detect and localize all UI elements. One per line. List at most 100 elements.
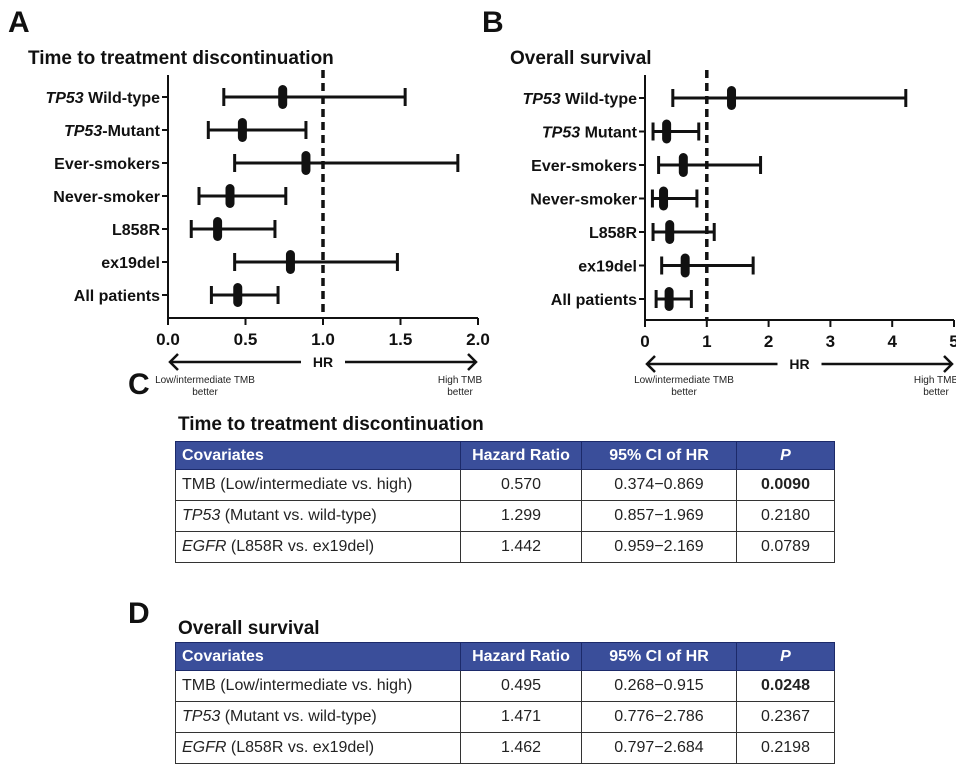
chart-title: Overall survival <box>510 48 652 69</box>
hr-point <box>662 119 672 144</box>
x-tick-label: 2 <box>764 332 773 351</box>
ci-cell: 0.959−2.169 <box>581 531 737 563</box>
header-p: P <box>736 441 835 470</box>
p-value-cell: 0.2367 <box>736 701 835 733</box>
left-note: Low/intermediate TMB <box>634 375 734 386</box>
hr-point <box>233 283 243 307</box>
hazard-ratio-cell: 0.570 <box>460 469 582 501</box>
p-value-cell: 0.2180 <box>736 500 835 532</box>
table-row: EGFR (L858R vs. ex19del) 1.462 0.797−2.684… <box>175 732 835 764</box>
category-label: L858R <box>112 222 160 239</box>
forest-plot-a: Time to treatment discontinuation 0.0 0.5 1… <box>28 48 490 398</box>
hr-point <box>278 85 288 109</box>
panel-label-b: B <box>482 6 504 39</box>
x-axis-label: HR <box>789 356 809 372</box>
left-note: Low/intermediate TMB <box>155 375 255 386</box>
category-label: Ever-smokers <box>531 158 637 175</box>
category-label: Ever-smokers <box>54 156 160 173</box>
left-note: better <box>671 387 697 398</box>
category-label: All patients <box>551 292 637 309</box>
covariate-cell: TMB (Low/intermediate vs. high) <box>175 469 461 501</box>
hr-point <box>213 217 223 241</box>
ci-cell: 0.776−2.786 <box>581 701 737 733</box>
p-value-cell: 0.0090 <box>736 469 835 501</box>
hr-point <box>237 118 247 142</box>
table-header-row: Covariates Hazard Ratio 95% CI of HR P <box>175 642 835 671</box>
table-row: TP53 (Mutant vs. wild-type) 1.299 0.857−1.… <box>175 500 835 532</box>
chart-title: Time to treatment discontinuation <box>28 48 334 69</box>
header-ci: 95% CI of HR <box>581 441 737 470</box>
category-label: Never-smoker <box>53 189 160 206</box>
hazard-ratio-cell: 0.495 <box>460 670 582 702</box>
hazard-ratio-cell: 1.299 <box>460 500 582 532</box>
hr-point <box>225 184 235 208</box>
table-c: Covariates Hazard Ratio 95% CI of HR P T… <box>175 441 835 563</box>
x-tick-label: 1 <box>702 332 711 351</box>
header-hazard-ratio: Hazard Ratio <box>460 642 582 671</box>
right-note: High TMB <box>438 375 483 386</box>
ci-cell: 0.268−0.915 <box>581 670 737 702</box>
forest-plots: Time to treatment discontinuation 0.0 0.5 1… <box>28 48 956 398</box>
covariate-cell: EGFR (L858R vs. ex19del) <box>175 531 461 563</box>
arrowhead-right <box>467 353 478 371</box>
hr-point <box>659 186 669 211</box>
p-value-cell: 0.0248 <box>736 670 835 702</box>
x-tick-label: 0.0 <box>156 330 180 349</box>
header-hazard-ratio: Hazard Ratio <box>460 441 582 470</box>
category-label: TP53 Wild-type <box>45 90 160 107</box>
category-label: L858R <box>589 225 637 242</box>
table-row: TMB (Low/intermediate vs. high) 0.495 0.26… <box>175 670 835 702</box>
hazard-ratio-cell: 1.462 <box>460 732 582 764</box>
x-tick-label: 3 <box>826 332 835 351</box>
ci-cell: 0.374−0.869 <box>581 469 737 501</box>
arrowhead-right <box>943 355 954 373</box>
x-tick-label: 2.0 <box>466 330 490 349</box>
table-row: TP53 (Mutant vs. wild-type) 1.471 0.776−2.… <box>175 701 835 733</box>
header-covariates: Covariates <box>175 642 461 671</box>
table-row: TMB (Low/intermediate vs. high) 0.570 0.37… <box>175 469 835 501</box>
header-covariates: Covariates <box>175 441 461 470</box>
hr-point <box>285 250 295 274</box>
x-tick-label: 4 <box>887 332 897 351</box>
ci-cell: 0.797−2.684 <box>581 732 737 764</box>
table-c-title: Time to treatment discontinuation <box>178 414 484 435</box>
table-header-row: Covariates Hazard Ratio 95% CI of HR P <box>175 441 835 470</box>
p-value-cell: 0.0789 <box>736 531 835 563</box>
table-row: EGFR (L858R vs. ex19del) 1.442 0.959−2.169… <box>175 531 835 563</box>
hazard-ratio-cell: 1.442 <box>460 531 582 563</box>
hr-point <box>665 220 675 244</box>
table-d: Covariates Hazard Ratio 95% CI of HR P T… <box>175 642 835 764</box>
hr-point <box>727 86 737 110</box>
panel-label-a: A <box>8 6 30 39</box>
header-p: P <box>736 642 835 671</box>
hr-point <box>678 153 688 177</box>
x-tick-label: 1.5 <box>389 330 413 349</box>
table-d-title: Overall survival <box>178 618 320 639</box>
category-label: TP53-Mutant <box>64 123 161 140</box>
x-tick-label: 0 <box>640 332 649 351</box>
category-label: All patients <box>74 288 160 305</box>
hr-point <box>664 287 674 311</box>
hazard-ratio-cell: 1.471 <box>460 701 582 733</box>
right-note: better <box>923 387 949 398</box>
category-label: ex19del <box>101 255 160 272</box>
arrowhead-left <box>168 353 179 371</box>
hr-point <box>301 151 311 175</box>
category-label: TP53 Mutant <box>542 125 638 142</box>
left-note: better <box>192 387 218 398</box>
x-tick-label: 5 <box>949 332 956 351</box>
category-label: TP53 Wild-type <box>522 91 637 108</box>
right-note: better <box>447 387 473 398</box>
covariate-cell: EGFR (L858R vs. ex19del) <box>175 732 461 764</box>
category-label: Never-smoker <box>530 192 637 209</box>
panel-label-c: C <box>128 368 150 401</box>
x-tick-label: 0.5 <box>234 330 258 349</box>
category-label: ex19del <box>578 259 637 276</box>
right-note: High TMB <box>914 375 956 386</box>
p-value-cell: 0.2198 <box>736 732 835 764</box>
covariate-cell: TP53 (Mutant vs. wild-type) <box>175 500 461 532</box>
covariate-cell: TP53 (Mutant vs. wild-type) <box>175 701 461 733</box>
ci-cell: 0.857−1.969 <box>581 500 737 532</box>
panel-label-d: D <box>128 597 150 630</box>
covariate-cell: TMB (Low/intermediate vs. high) <box>175 670 461 702</box>
